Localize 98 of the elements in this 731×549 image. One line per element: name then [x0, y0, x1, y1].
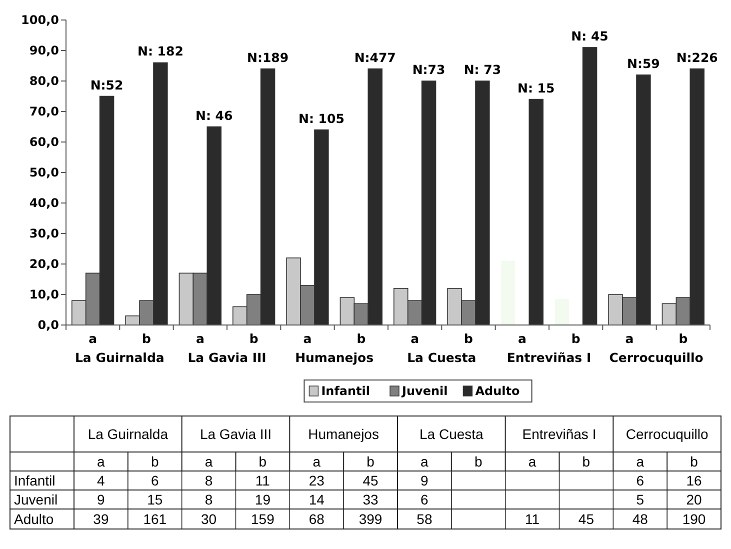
text: Entreviñas I [506, 350, 592, 365]
data-label: 399 [358, 510, 382, 527]
y-tick-label: Adulto [14, 510, 54, 527]
data-label: 11 [255, 472, 270, 488]
text: Cerrocuquillo [626, 426, 709, 442]
data-label: 68 [308, 510, 325, 527]
x-tick-label: a [420, 453, 429, 470]
y-tick-label: 70,0 [29, 104, 59, 119]
data-label: 16 [686, 472, 702, 488]
text: La Guirnalda [74, 350, 164, 365]
annotation: N:73 [412, 62, 446, 77]
annotation: N: 182 [138, 44, 184, 59]
data-label: 39 [93, 510, 109, 527]
data-label: 30 [201, 510, 217, 527]
annotation: N: 46 [196, 108, 234, 123]
data-label: 190 [682, 510, 706, 527]
data-label: 6 [150, 472, 159, 488]
data-label: 8 [204, 472, 213, 488]
x-tick-label: b [142, 331, 152, 346]
x-tick-label: b [690, 453, 698, 470]
y-tick-label: Juvenil [14, 491, 58, 508]
data-label: 5 [636, 491, 644, 508]
text: Humanejos [308, 426, 379, 442]
x-tick-label: b [150, 453, 159, 470]
bar [554, 299, 569, 325]
data-label: 4 [97, 472, 106, 488]
annotation: N: 45 [571, 28, 608, 44]
x-tick-label: a [196, 331, 204, 346]
data-label: 45 [362, 472, 379, 488]
text: La Cuesta [407, 350, 476, 365]
y-tick-label: 90,0 [29, 44, 59, 58]
annotation: N: 73 [464, 62, 502, 77]
text: La Guirnalda [88, 426, 168, 442]
x-tick-label: b [366, 453, 375, 470]
x-tick-label: b [249, 331, 258, 346]
text: Humanejos [295, 350, 374, 365]
data-label: 58 [416, 510, 432, 527]
y-tick-label: 80,0 [29, 74, 59, 88]
data-label: 6 [636, 472, 644, 488]
text: La Gavia III [200, 426, 272, 442]
y-tick-label: 0,0 [38, 318, 59, 332]
x-tick-label: b [582, 453, 590, 470]
annotation: N:52 [90, 77, 124, 92]
annotation: N:226 [676, 50, 718, 65]
text: Entreviñas I [522, 426, 596, 442]
legend-label: Adulto [475, 384, 520, 398]
data-label: 20 [686, 491, 702, 508]
data-label: 33 [362, 491, 379, 508]
annotation: N:477 [354, 50, 396, 65]
y-tick-label: 40,0 [29, 196, 59, 210]
data-label: 45 [578, 510, 594, 527]
text: La Cuesta [420, 426, 484, 442]
x-tick-label: a [528, 453, 536, 470]
text: Cerrocuquillo [609, 350, 704, 365]
x-tick-label: a [303, 331, 312, 346]
data-label: 9 [420, 472, 429, 488]
x-tick-label: a [625, 331, 634, 346]
annotation: N: 15 [518, 80, 555, 96]
y-tick-label: 50,0 [29, 166, 59, 180]
data-label: 23 [308, 472, 325, 488]
x-tick-label: a [88, 331, 98, 346]
x-tick-label: b [464, 331, 474, 346]
data-label: 48 [632, 510, 648, 527]
data-label: 161 [143, 510, 167, 527]
annotation: N: 105 [298, 110, 344, 126]
bar [528, 98, 544, 326]
data-label: 6 [420, 491, 429, 508]
data-label: 15 [147, 491, 163, 508]
data-label: 9 [97, 491, 106, 508]
annotation: N:189 [247, 50, 289, 65]
y-tick-label: 30,0 [29, 226, 59, 241]
annotation: N:59 [627, 56, 660, 71]
x-tick-label: a [97, 453, 106, 470]
x-tick-label: a [312, 453, 321, 470]
y-tick-label: 10,0 [29, 288, 59, 302]
legend-label: Juvenil [401, 384, 448, 398]
x-tick-label: b [571, 331, 580, 346]
data-label: 19 [254, 491, 271, 508]
y-tick-label: Infantil [14, 472, 56, 488]
legend-label: Infantil [321, 384, 370, 398]
x-tick-label: b [356, 331, 366, 346]
text: La Gavia III [188, 350, 266, 365]
bar [501, 260, 516, 325]
y-tick-label: 100,0 [21, 13, 59, 28]
x-tick-label: b [474, 453, 482, 470]
data-label: 11 [525, 510, 540, 527]
x-tick-label: b [678, 331, 688, 346]
bar [582, 47, 598, 326]
data-label: 159 [251, 510, 275, 527]
x-tick-label: b [258, 453, 267, 470]
data-label: 8 [204, 491, 213, 508]
x-tick-label: a [204, 453, 213, 470]
x-tick-label: a [518, 331, 526, 346]
x-tick-label: a [410, 331, 420, 346]
data-label: 14 [308, 491, 325, 508]
x-tick-label: a [636, 453, 644, 470]
y-tick-label: 60,0 [29, 135, 59, 150]
y-tick-label: 20,0 [29, 257, 59, 272]
